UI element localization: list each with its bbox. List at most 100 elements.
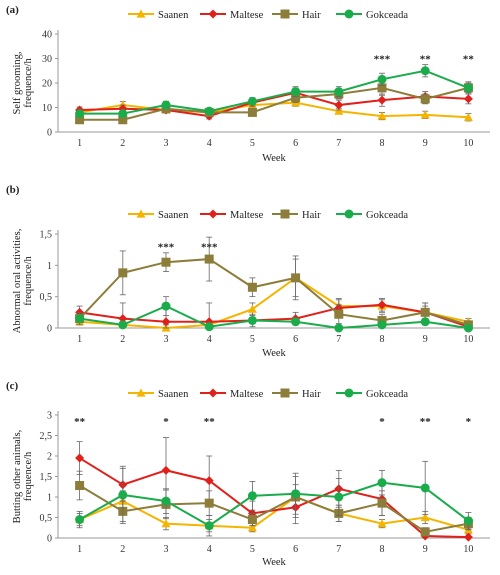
legend-label-hair: Hair	[302, 10, 321, 21]
legend-marker-gokceada	[344, 388, 354, 398]
significance-marker: ***	[374, 54, 391, 66]
data-point	[377, 74, 387, 84]
data-point	[204, 254, 214, 264]
legend-label-gokceada: Gokceada	[366, 10, 408, 21]
series-line	[79, 86, 469, 121]
x-tick-label: 4	[207, 138, 212, 149]
series-gokceada	[75, 296, 473, 333]
x-tick-label: 9	[423, 544, 428, 555]
panel-c-label: (c)	[6, 380, 19, 392]
data-point	[204, 322, 214, 332]
data-point	[75, 115, 85, 125]
data-point	[463, 323, 473, 333]
data-point	[75, 481, 85, 491]
x-tick-label: 10	[463, 334, 473, 345]
data-point	[161, 100, 171, 110]
x-tick-label: 10	[463, 544, 473, 555]
panel-a-label: (a)	[6, 4, 19, 16]
significance-marker: **	[420, 54, 432, 66]
x-tick-label: 2	[120, 544, 125, 555]
significance-marker: *	[163, 416, 169, 428]
chart-self-grooming: 0 10 20 30 40 1 2 3 4 5 6 7 8 9 10 Week Self grooming,fr…	[12, 9, 490, 164]
data-point	[420, 513, 430, 522]
legend: Saanen Maltese Hair Gokceada	[128, 388, 408, 400]
data-point	[420, 110, 430, 119]
series-line	[79, 304, 469, 330]
data-point	[463, 112, 473, 121]
data-point	[75, 314, 85, 324]
y-axis-title: Butting other animals,frequence/h	[12, 430, 34, 524]
legend-label-maltese: Maltese	[230, 10, 264, 21]
legend-label-hair: Hair	[302, 210, 321, 221]
data-point	[161, 257, 171, 267]
chart-butting: 0 0,5 1 1,5 2 2,5 3 1 2 3 4 5 6 7 8 9 10 Week Butting othe…	[12, 388, 490, 568]
series-line	[79, 303, 469, 328]
y-tick-label: 0,5	[40, 513, 53, 524]
x-tick-label: 4	[207, 334, 212, 345]
series-maltese	[75, 437, 473, 542]
x-tick-label: 7	[336, 138, 341, 149]
y-tick-label: 20	[42, 79, 52, 90]
legend-label-saanen: Saanen	[158, 210, 189, 221]
y-tick-label: 1,5	[40, 230, 53, 241]
legend-label-saanen: Saanen	[158, 10, 189, 21]
data-point	[420, 307, 430, 317]
x-tick-label: 2	[120, 138, 125, 149]
data-point	[334, 100, 344, 110]
y-tick-label: 2	[47, 452, 52, 463]
series-line	[79, 101, 469, 119]
data-point	[420, 94, 430, 104]
significance-marker: *	[379, 416, 385, 428]
data-point	[161, 519, 171, 528]
data-point	[377, 519, 387, 528]
legend-marker-gokceada	[344, 209, 354, 219]
data-point	[377, 478, 387, 488]
y-tick-label: 3	[47, 411, 52, 422]
x-tick-label: 1	[77, 544, 82, 555]
y-tick-label: 0	[47, 128, 52, 139]
y-tick-label: 1	[47, 493, 52, 504]
legend-marker-gokceada	[344, 9, 354, 19]
data-point	[118, 314, 128, 324]
significance-marker: **	[74, 416, 86, 428]
data-point	[463, 94, 473, 104]
data-point	[247, 107, 257, 117]
data-point	[334, 309, 344, 319]
series-line	[78, 258, 469, 326]
data-point	[75, 515, 85, 525]
data-point	[118, 320, 128, 330]
x-tick-label: 3	[164, 334, 169, 345]
data-point	[334, 323, 344, 333]
data-point	[377, 498, 387, 508]
x-tick-label: 10	[463, 138, 473, 149]
x-tick-label: 7	[336, 334, 341, 345]
series-gokceada	[75, 64, 473, 119]
data-point	[334, 87, 344, 97]
data-point	[420, 527, 430, 537]
data-point	[334, 492, 344, 502]
data-point	[463, 532, 473, 542]
data-point	[204, 476, 214, 486]
data-point	[247, 523, 257, 532]
data-point	[204, 521, 214, 531]
y-axis-title: Abnormal oral activities,frequence/h	[12, 229, 34, 334]
data-point	[75, 453, 85, 463]
x-tick-label: 6	[293, 138, 298, 149]
legend-marker-maltese	[208, 9, 218, 19]
y-tick-label: 0	[47, 534, 52, 545]
series-line	[79, 481, 470, 527]
x-tick-label: 3	[164, 138, 169, 149]
data-point	[420, 317, 430, 327]
x-axis-title: Week	[262, 153, 286, 164]
data-point	[291, 273, 301, 283]
data-point	[377, 83, 387, 93]
significance-marker: **	[204, 416, 216, 428]
data-point	[463, 83, 473, 93]
data-point	[377, 95, 387, 105]
legend-marker-hair	[280, 209, 290, 219]
y-tick-label: 40	[42, 30, 52, 41]
y-tick-label: 1	[47, 261, 52, 272]
legend-marker-saanen	[136, 209, 146, 218]
legend-label-hair: Hair	[302, 389, 321, 400]
